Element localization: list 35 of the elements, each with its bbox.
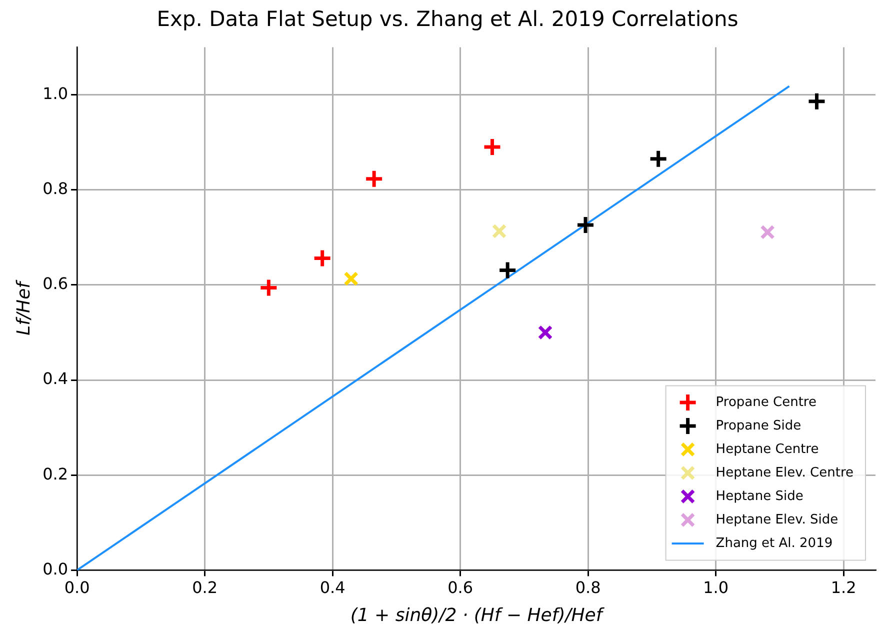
point bbox=[498, 260, 518, 280]
y-tick-label: 1.0 bbox=[42, 84, 68, 103]
point bbox=[806, 92, 826, 112]
y-tick-label: 0.4 bbox=[42, 369, 68, 388]
point bbox=[538, 325, 553, 340]
legend-label: Propane Centre bbox=[716, 394, 816, 410]
x-tick-label: 0.4 bbox=[320, 578, 346, 597]
y-tick-label: 0.0 bbox=[42, 559, 68, 578]
x-tick-label: 1.0 bbox=[703, 578, 729, 597]
point bbox=[576, 215, 596, 235]
point bbox=[760, 224, 775, 240]
x-tick-label: 0.0 bbox=[64, 578, 90, 597]
legend-label: Heptane Side bbox=[716, 488, 804, 504]
x-tick-label: 0.6 bbox=[448, 578, 474, 597]
point bbox=[364, 169, 384, 189]
x-tick-label: 0.2 bbox=[192, 578, 218, 597]
point bbox=[492, 224, 507, 239]
point bbox=[344, 271, 358, 286]
x-tick-label: 1.2 bbox=[830, 578, 856, 597]
y-tick-label: 0.6 bbox=[42, 274, 68, 294]
legend-label: Heptane Elev. Side bbox=[716, 512, 838, 528]
legend-label: Heptane Elev. Centre bbox=[716, 465, 854, 480]
x-axis-title: (1 + sinθ)/2 · (Hf − Hef)/Hef bbox=[350, 604, 605, 626]
point bbox=[482, 137, 502, 157]
point bbox=[648, 149, 668, 169]
legend-label: Zhang et Al. 2019 bbox=[716, 536, 833, 551]
chart-title: Exp. Data Flat Setup vs. Zhang et Al. 2019 Correlations bbox=[156, 7, 738, 32]
y-tick-label: 0.8 bbox=[42, 178, 68, 198]
y-axis-title: Lf/Hef bbox=[13, 279, 34, 336]
legend-label: Propane Side bbox=[716, 418, 802, 434]
point bbox=[258, 278, 278, 298]
x-tick-label: 0.8 bbox=[575, 578, 601, 597]
y-tick-label: 0.2 bbox=[42, 464, 68, 484]
point bbox=[312, 248, 332, 268]
legend-label: Heptane Centre bbox=[716, 442, 819, 457]
